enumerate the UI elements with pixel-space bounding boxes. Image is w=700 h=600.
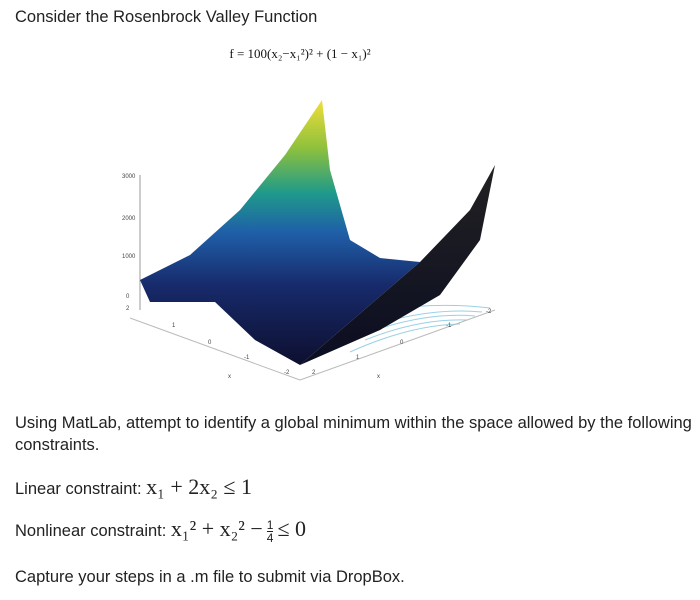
intro: Using MatLab, attempt to identify a glob… [15,414,692,454]
expression: x₁ + 2x₂ ≤ 1 [146,474,252,499]
denominator: 4 [266,531,274,546]
nonlinear-constraint: Nonlinear constraint: x₁² + x₂² −1 4 ≤ 0 [15,516,306,544]
z-tick: 0 [126,294,130,300]
x2-tick: -2 [486,309,492,315]
x1-tick: -1 [244,355,250,361]
expression: ≤ 0 [277,516,307,541]
closing: Capture your steps in a .m file to submi… [15,568,405,586]
x2-tick: -1 [446,323,452,329]
z-tick: 2000 [122,216,136,222]
linear-constraint: Linear constraint: x₁ + 2x₂ ≤ 1 [15,474,252,500]
x2-label: x [377,374,380,380]
z-tick: 3000 [122,174,136,180]
label: Nonlinear constraint: [15,522,167,540]
surface-right [300,165,495,365]
numerator: 1 [266,518,274,533]
x1-label: x [228,374,231,380]
x1-tick: 2 [126,306,130,312]
x2-tick: 0 [400,340,404,346]
x1-tick: -2 [284,370,290,376]
label: Linear constraint: [15,480,142,498]
z-tick: 1000 [122,254,136,260]
x1-axis [129,317,301,381]
contours [349,304,491,353]
x1-tick: 0 [208,340,212,346]
expression: x₁² + x₂² − [170,516,263,541]
x2-axis [299,309,496,381]
figure: f = 100(x₂−x₁²)² + (1 − x₁)² 3000 2000 1… [122,46,496,381]
x2-tick: 2 [312,370,316,376]
x2-tick: 1 [356,355,360,361]
title: Consider the Rosenbrock Valley Function [15,8,318,26]
formula: f = 100(x₂−x₁²)² + (1 − x₁)² [229,46,370,61]
x1-tick: 1 [172,323,176,329]
surface [140,100,420,365]
